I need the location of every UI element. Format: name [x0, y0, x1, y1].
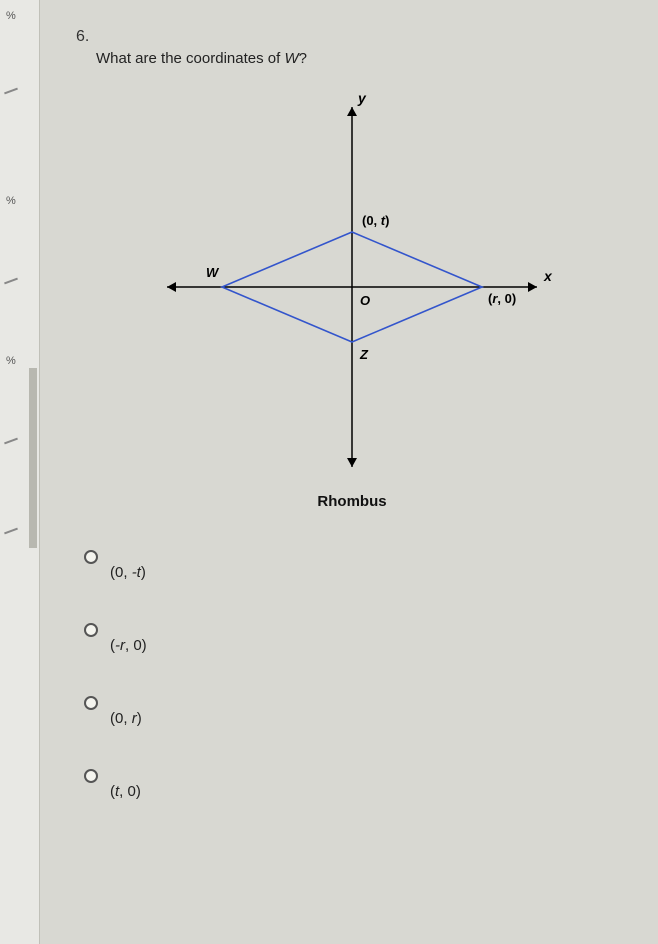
answer-choices: (0, -t) (-r, 0) (0, r) (t, 0): [84, 550, 628, 800]
rail-tick: [4, 528, 18, 535]
point-bottom-label: Z: [359, 347, 369, 362]
x-axis-arrow-left: [167, 282, 176, 292]
radio-icon[interactable]: [84, 769, 98, 783]
choice-b[interactable]: (-r, 0): [84, 623, 628, 654]
diagram-container: y x O (0, t) (r, 0) W Z Rhombus: [112, 87, 592, 510]
rhombus-diagram: y x O (0, t) (r, 0) W Z: [132, 87, 572, 487]
radio-icon[interactable]: [84, 623, 98, 637]
choice-a[interactable]: (0, -t): [84, 550, 628, 581]
choice-label: (-r, 0): [110, 637, 147, 654]
rail-mark: %: [6, 10, 16, 22]
radio-icon[interactable]: [84, 550, 98, 564]
point-top-label: (0, t): [362, 213, 389, 228]
choice-label: (0, r): [110, 710, 142, 727]
x-axis-arrow-right: [528, 282, 537, 292]
y-axis-label: y: [357, 90, 367, 106]
y-axis-arrow-down: [347, 458, 357, 467]
rail-tick: [4, 88, 18, 95]
choice-c[interactable]: (0, r): [84, 696, 628, 727]
point-left-label: W: [206, 265, 220, 280]
diagram-caption: Rhombus: [112, 493, 592, 510]
rail-tick: [4, 278, 18, 285]
question-text-suffix: ?: [299, 50, 307, 67]
origin-label: O: [360, 293, 370, 308]
point-right-label: (r, 0): [488, 291, 516, 306]
rail-scroll-thumb[interactable]: [29, 368, 37, 548]
choice-label: (0, -t): [110, 564, 146, 581]
question-text-var: W: [284, 50, 298, 67]
question-area: 6. What are the coordinates of W? y x O …: [40, 0, 658, 944]
left-rail: % % %: [0, 0, 40, 944]
radio-icon[interactable]: [84, 696, 98, 710]
rail-tick: [4, 438, 18, 445]
choice-label: (t, 0): [110, 783, 141, 800]
choice-d[interactable]: (t, 0): [84, 769, 628, 800]
rail-mark: %: [6, 195, 16, 207]
x-axis-label: x: [543, 268, 553, 284]
y-axis-arrow-up: [347, 107, 357, 116]
question-number: 6.: [76, 28, 628, 46]
rail-mark: %: [6, 355, 16, 367]
question-text-prefix: What are the coordinates of: [96, 50, 284, 67]
question-text: What are the coordinates of W?: [96, 50, 628, 67]
